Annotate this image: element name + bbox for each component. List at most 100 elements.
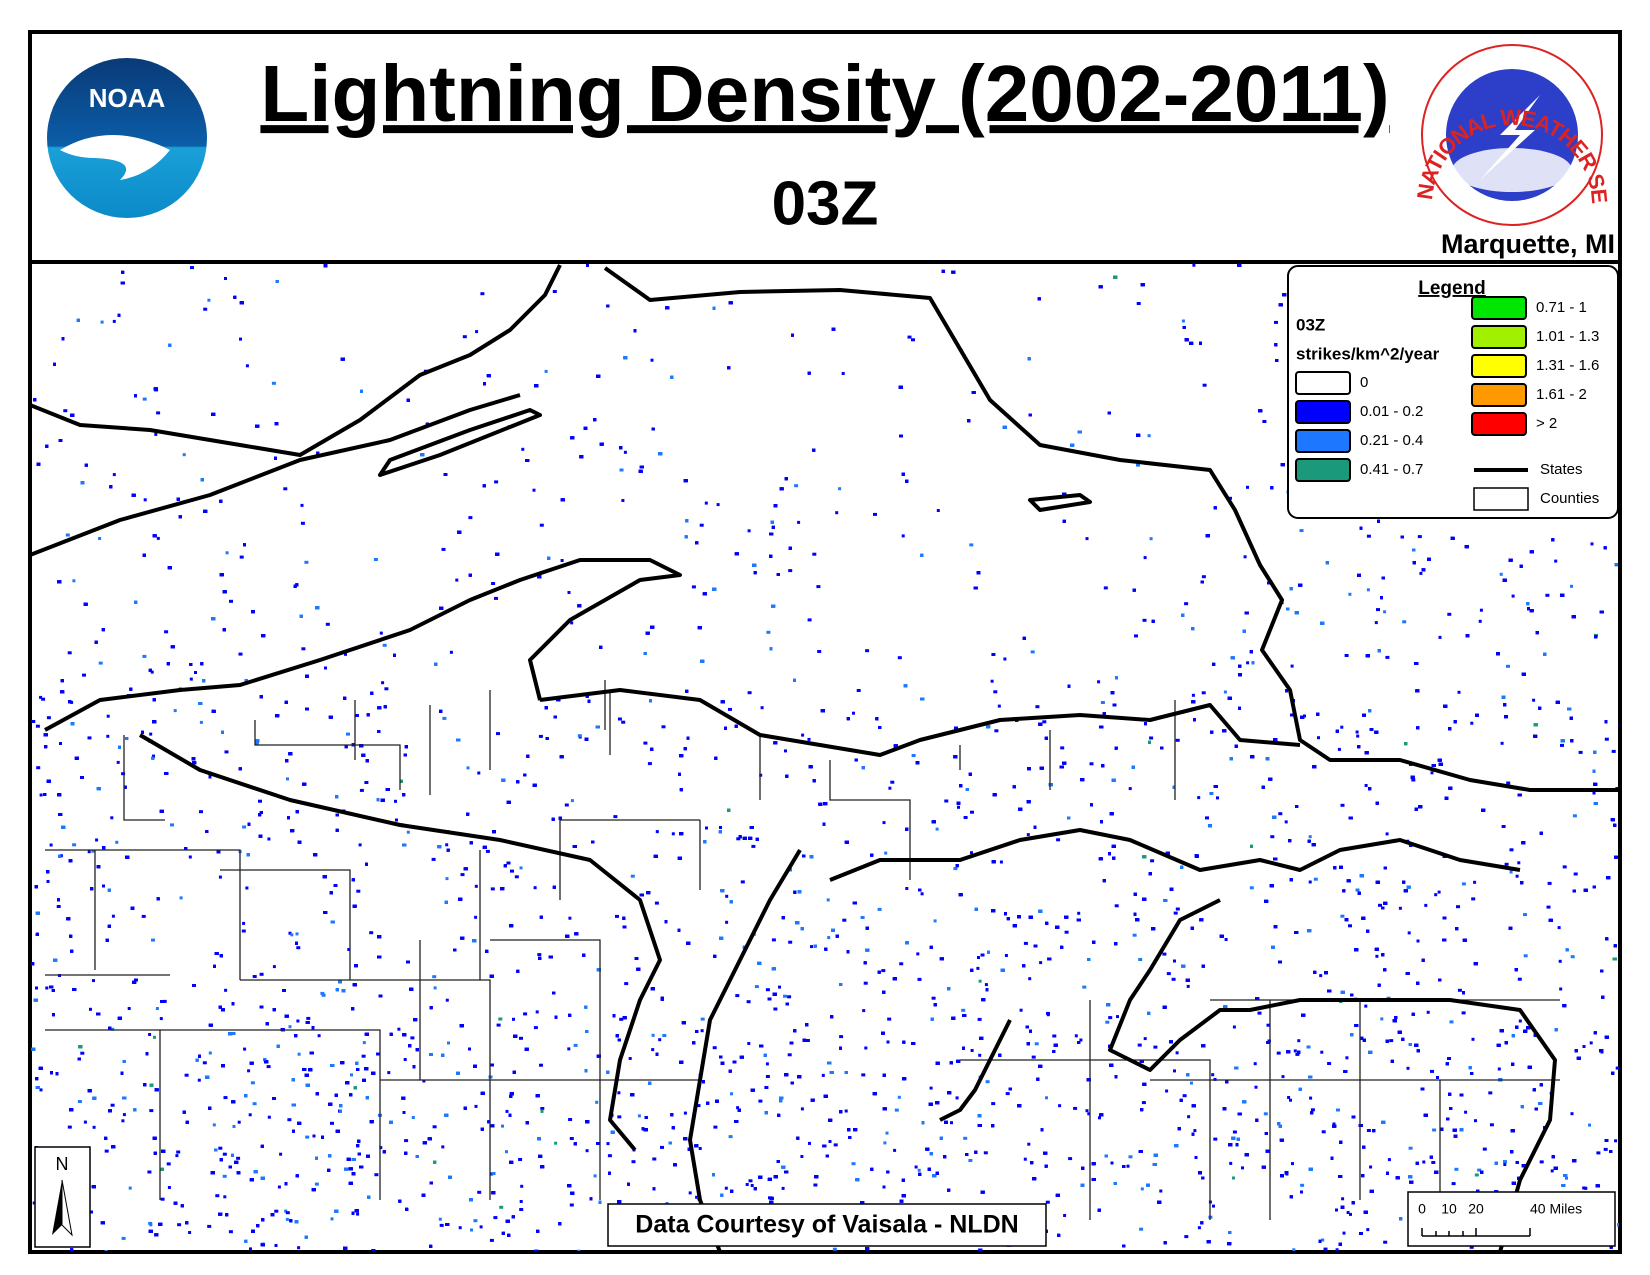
strike-pixel	[970, 851, 973, 855]
strike-pixel	[899, 434, 903, 438]
strike-pixel	[884, 851, 888, 855]
strike-pixel	[1611, 749, 1616, 753]
strike-pixel	[297, 1052, 301, 1056]
strike-pixel	[1276, 1051, 1281, 1055]
strike-pixel	[296, 946, 301, 950]
strike-pixel	[1539, 1160, 1544, 1164]
strike-pixel	[1557, 926, 1561, 930]
strike-pixel	[1499, 572, 1503, 576]
strike-pixel	[106, 734, 110, 738]
strike-pixel	[110, 1103, 115, 1107]
strike-pixel	[1274, 320, 1278, 324]
strike-pixel	[1034, 1042, 1039, 1046]
strike-pixel	[238, 652, 243, 656]
noaa-text: NOAA	[89, 83, 166, 113]
strike-pixel	[1546, 905, 1551, 909]
strike-pixel	[1572, 814, 1577, 818]
strike-pixel	[100, 320, 104, 324]
strike-pixel	[1419, 571, 1423, 575]
strike-pixel	[1300, 1190, 1303, 1194]
strike-pixel	[347, 948, 351, 951]
strike-pixel	[1064, 930, 1069, 934]
strike-pixel	[1182, 1094, 1187, 1098]
strike-pixel	[249, 1247, 252, 1251]
strike-pixel	[441, 547, 446, 551]
strike-pixel	[1461, 882, 1466, 886]
strike-pixel	[519, 1036, 523, 1040]
strike-pixel	[1518, 1019, 1522, 1023]
strike-pixel	[267, 1115, 271, 1119]
strike-pixel	[356, 1212, 360, 1216]
strike-pixel	[98, 661, 103, 665]
strike-pixel	[493, 1216, 498, 1220]
strike-pixel	[568, 1118, 573, 1121]
strike-pixel	[1456, 905, 1460, 909]
strike-pixel	[1375, 954, 1379, 958]
strike-pixel	[832, 1247, 837, 1251]
strike-pixel	[978, 979, 982, 983]
strike-pixel	[564, 803, 569, 807]
strike-pixel	[1385, 655, 1390, 659]
strike-pixel	[422, 1079, 426, 1083]
strike-pixel	[997, 704, 1001, 708]
strike-pixel	[149, 1223, 153, 1227]
strike-pixel	[295, 932, 299, 936]
strike-pixel	[1559, 987, 1563, 991]
strike-pixel	[31, 720, 36, 723]
strike-pixel	[39, 793, 43, 797]
strike-pixel	[747, 529, 751, 533]
strike-pixel	[1447, 612, 1452, 616]
strike-pixel	[1216, 796, 1219, 800]
strike-pixel	[740, 880, 745, 884]
strike-pixel	[159, 1017, 163, 1021]
strike-pixel	[523, 1012, 528, 1016]
strike-pixel	[305, 1135, 310, 1139]
strike-pixel	[1266, 1023, 1271, 1027]
strike-pixel	[116, 760, 120, 764]
strike-pixel	[637, 1114, 641, 1118]
strike-pixel	[978, 1053, 982, 1057]
strike-pixel	[1173, 911, 1178, 915]
noaa-logo: NOAA	[47, 58, 207, 218]
strike-pixel	[838, 487, 842, 491]
strike-pixel	[1295, 1052, 1300, 1056]
strike-pixel	[570, 799, 574, 803]
strike-pixel	[128, 1186, 132, 1190]
strike-pixel	[1187, 1115, 1191, 1119]
strike-pixel	[1205, 816, 1209, 820]
strike-pixel	[695, 1195, 699, 1199]
strike-pixel	[350, 1073, 353, 1077]
strike-pixel	[882, 821, 886, 825]
strike-pixel	[1281, 1075, 1285, 1079]
strike-pixel	[1389, 1039, 1394, 1043]
strike-pixel	[1615, 1066, 1619, 1070]
strike-pixel	[1257, 1011, 1262, 1015]
strike-pixel	[1478, 619, 1482, 623]
strike-pixel	[643, 741, 648, 745]
strike-pixel	[473, 1219, 478, 1223]
strike-pixel	[151, 938, 155, 942]
strike-pixel	[787, 995, 792, 999]
strike-pixel	[279, 1152, 283, 1156]
strike-pixel	[1108, 1016, 1113, 1020]
strike-pixel	[215, 1194, 220, 1198]
strike-pixel	[1348, 592, 1352, 596]
strike-pixel	[1089, 762, 1094, 766]
strike-pixel	[1186, 984, 1190, 988]
strike-pixel	[844, 1109, 848, 1113]
strike-pixel	[1136, 302, 1141, 305]
strike-pixel	[271, 381, 276, 385]
strike-pixel	[1366, 1228, 1370, 1232]
strike-pixel	[748, 1179, 753, 1183]
strike-pixel	[970, 1049, 974, 1052]
strike-pixel	[111, 914, 115, 918]
strike-pixel	[865, 649, 870, 653]
strike-pixel	[1147, 434, 1151, 438]
strike-pixel	[156, 536, 160, 540]
strike-pixel	[1005, 1092, 1010, 1096]
strike-pixel	[650, 358, 654, 362]
strike-pixel	[1451, 1182, 1456, 1186]
strike-pixel	[1128, 1155, 1133, 1159]
strike-pixel	[518, 1158, 523, 1161]
strike-pixel	[950, 1121, 953, 1125]
